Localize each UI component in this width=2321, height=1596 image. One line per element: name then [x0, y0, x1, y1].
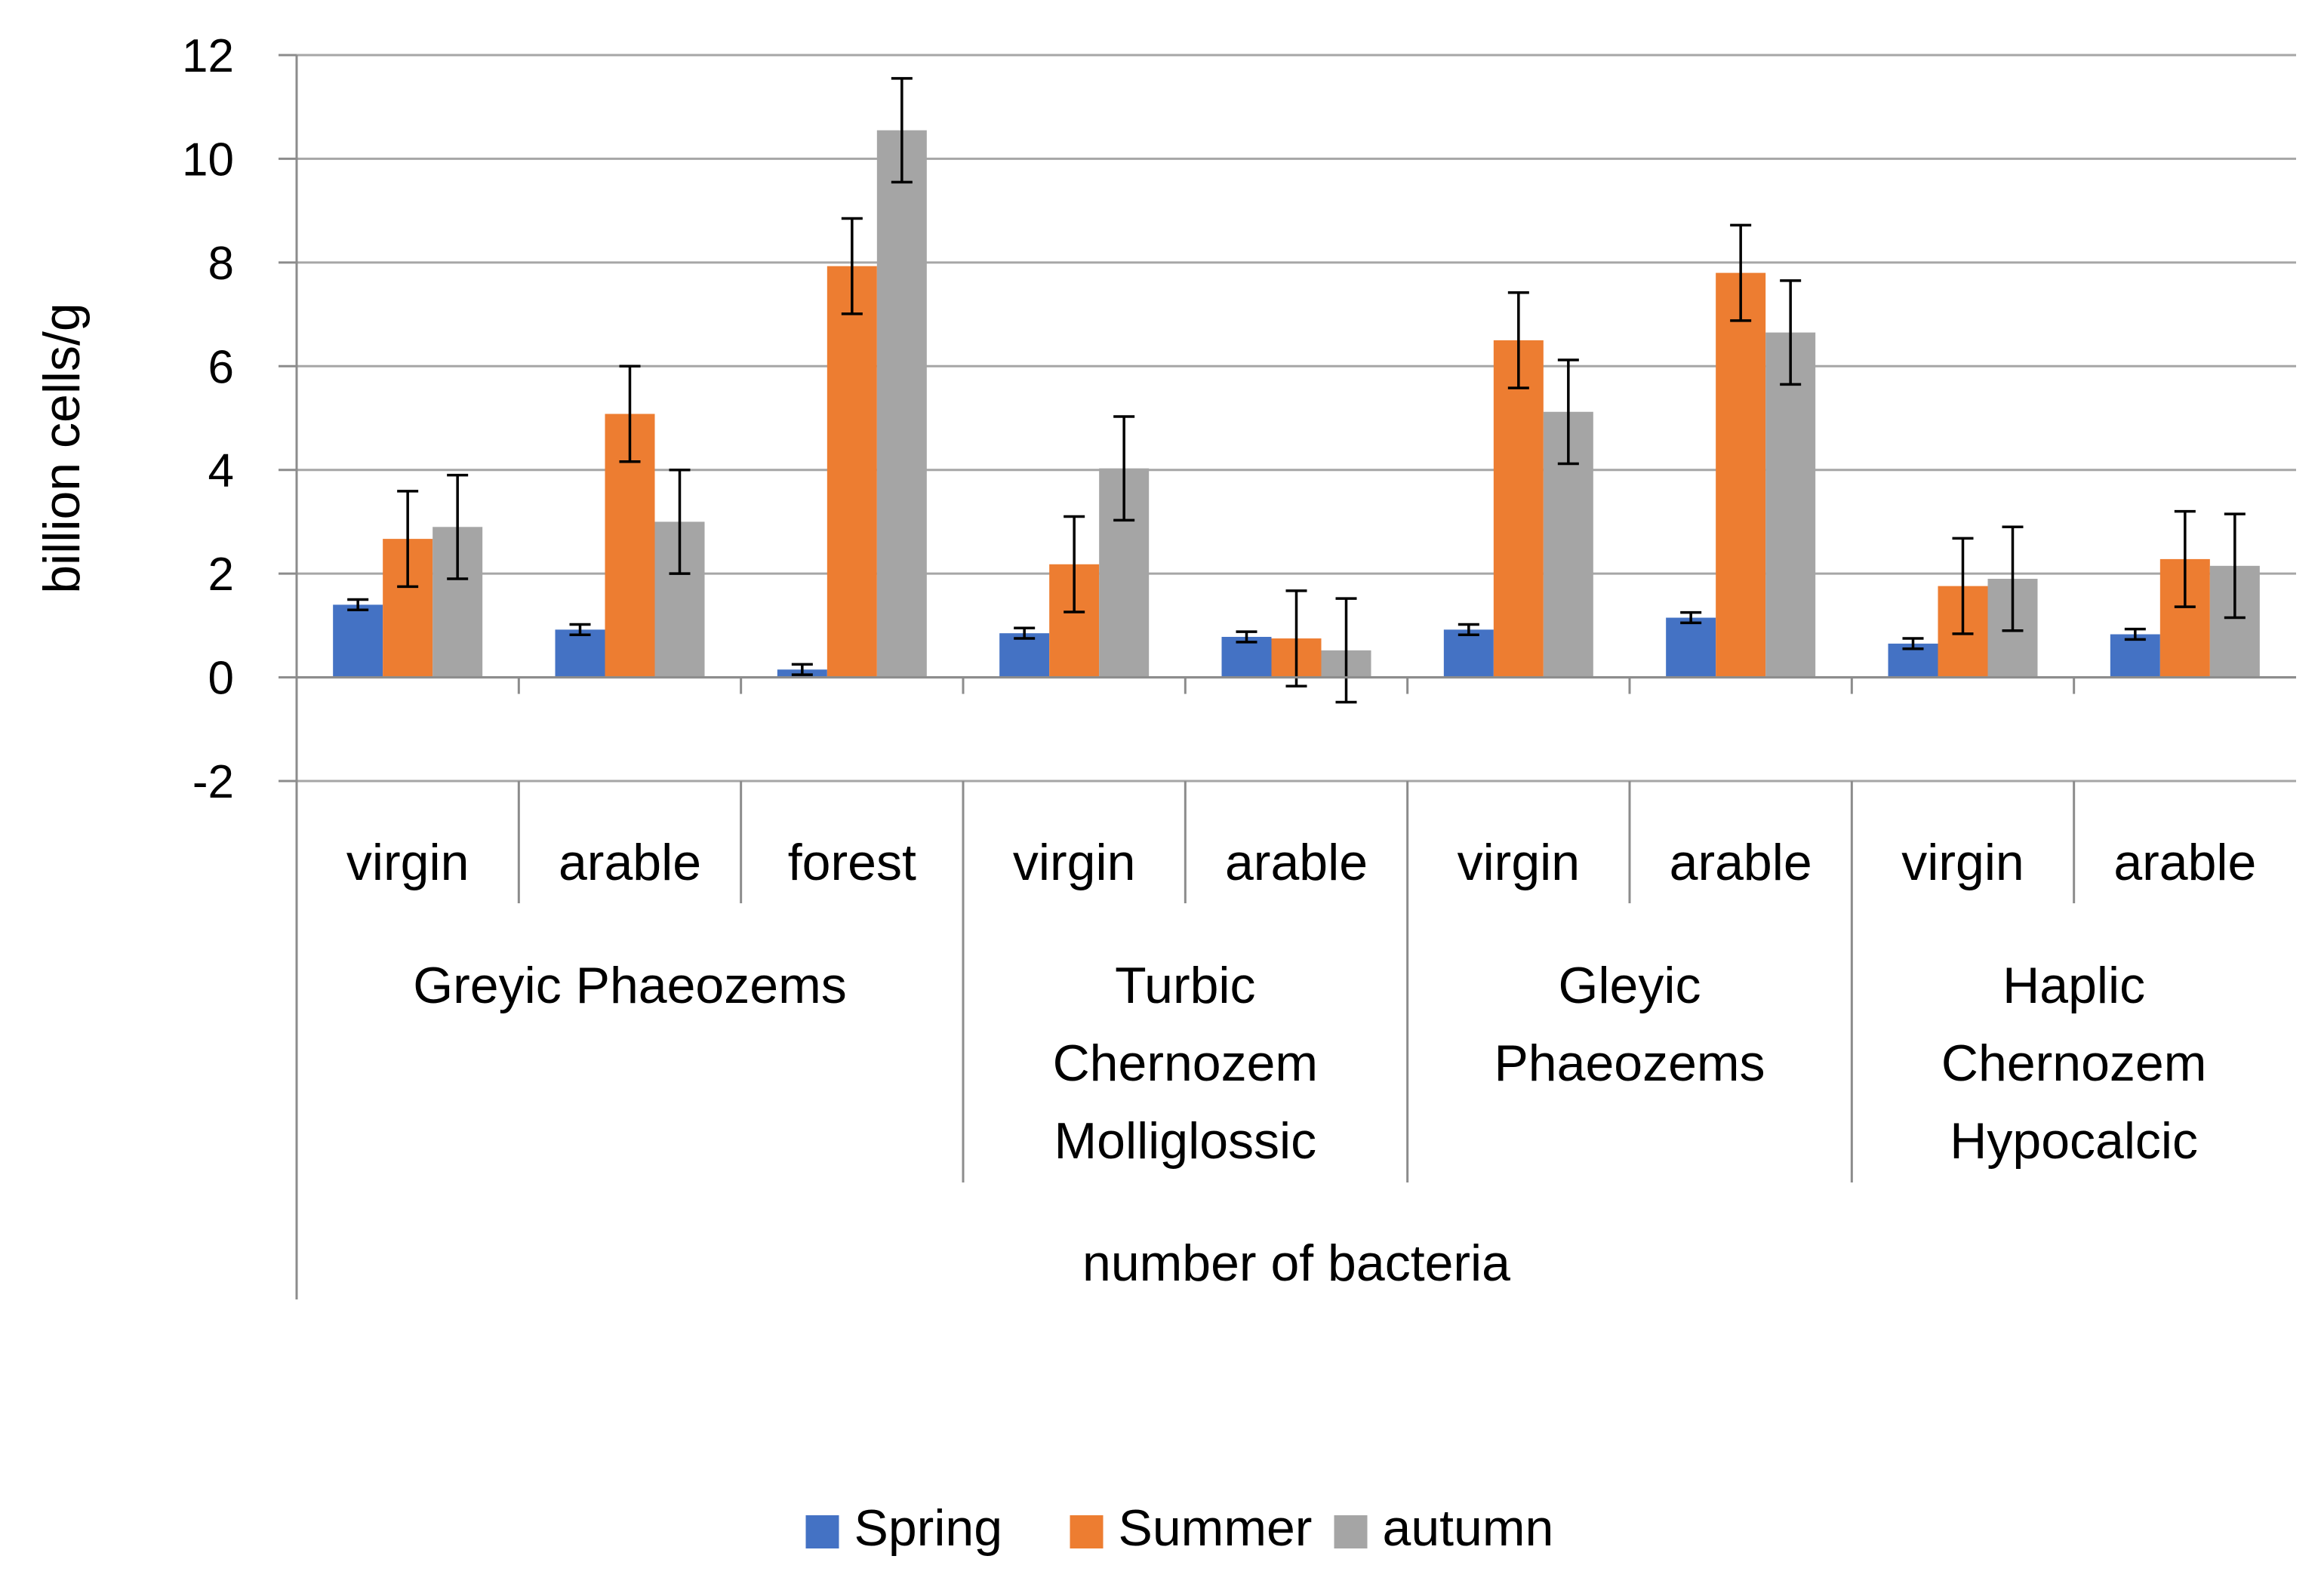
error-bar-autumn-0: [447, 473, 469, 580]
group-label-line: Gleyic: [1559, 957, 1701, 1014]
y-tick-label: 10: [182, 134, 234, 186]
error-bar-spring-4: [1236, 630, 1257, 644]
legend-swatch-spring: [805, 1515, 839, 1548]
bar-spring-8: [2110, 634, 2160, 678]
group-label-line: Haplic: [2002, 957, 2145, 1014]
category-label: virgin: [346, 834, 469, 891]
error-bar-autumn-1: [669, 468, 691, 575]
y-tick-label: 12: [182, 30, 234, 82]
error-bar-summer-0: [397, 490, 419, 589]
bar-spring-4: [1221, 636, 1272, 678]
y-tick-label: 8: [208, 238, 234, 290]
error-bar-summer-8: [2174, 509, 2196, 608]
category-label: virgin: [1458, 834, 1581, 891]
error-bar-spring-7: [1902, 637, 1924, 650]
error-bar-autumn-5: [1557, 358, 1579, 466]
error-bar-spring-8: [2124, 627, 2146, 641]
category-label: arable: [2113, 834, 2256, 891]
bar-autumn-2: [876, 130, 927, 678]
category-label: forest: [788, 834, 916, 891]
legend-label-summer: Summer: [1119, 1499, 1313, 1557]
y-tick-label: 4: [208, 445, 234, 497]
y-tick-label: 2: [208, 549, 234, 601]
error-bar-spring-2: [791, 663, 813, 676]
bar-summer-5: [1493, 340, 1544, 678]
bar-spring-1: [555, 629, 605, 678]
error-bar-summer-5: [1507, 291, 1529, 389]
bar-summer-2: [827, 266, 877, 678]
bars: [333, 130, 2260, 678]
error-bar-spring-1: [569, 623, 591, 636]
legend-swatch-summer: [1070, 1515, 1104, 1548]
axes: [279, 54, 2296, 1299]
y-axis-title: billion cells/g: [33, 303, 91, 594]
error-bar-autumn-2: [891, 77, 913, 184]
bar-spring-3: [999, 633, 1050, 678]
group-label-line: Hypocalcic: [1950, 1112, 2198, 1170]
legend-label-autumn: autumn: [1383, 1499, 1554, 1557]
category-label: arable: [559, 834, 701, 891]
bar-summer-6: [1716, 272, 1766, 678]
category-label: arable: [1670, 834, 1812, 891]
bar-spring-5: [1443, 629, 1494, 678]
axis-labels: -2 0 2 4 6 8 10 12 virgin arable forest virgin arabl…: [33, 30, 2256, 1292]
group-label-line: Phaeozems: [1494, 1035, 1765, 1092]
group-label-line: Chernozem: [1941, 1035, 2207, 1092]
group-label-line: Chernozem: [1053, 1035, 1319, 1092]
error-bar-spring-0: [347, 598, 369, 611]
group-label-line: Greyic Phaeozems: [413, 957, 846, 1014]
error-bar-spring-6: [1680, 610, 1702, 625]
error-bar-summer-1: [619, 364, 641, 463]
group-label-line: Turbic: [1115, 957, 1255, 1014]
legend: Spring Summer autumn: [805, 1499, 1554, 1557]
category-label: virgin: [1901, 834, 2024, 891]
x-axis-title: number of bacteria: [1082, 1235, 1510, 1292]
category-label: arable: [1225, 834, 1368, 891]
y-tick-label: -2: [192, 756, 234, 808]
error-bar-summer-6: [1730, 223, 1752, 322]
category-label: virgin: [1013, 834, 1136, 891]
error-bar-summer-3: [1064, 515, 1085, 613]
bar-spring-6: [1666, 617, 1716, 678]
error-bar-summer-4: [1285, 589, 1307, 688]
error-bar-autumn-6: [1780, 279, 1802, 386]
bar-spring-0: [333, 604, 383, 678]
legend-label-spring: Spring: [854, 1499, 1003, 1557]
error-bars: [347, 77, 2246, 704]
legend-swatch-autumn: [1334, 1515, 1368, 1548]
error-bar-summer-2: [841, 217, 863, 315]
error-bar-autumn-8: [2224, 512, 2246, 620]
error-bar-autumn-3: [1113, 415, 1135, 522]
error-bar-autumn-7: [2002, 525, 2024, 632]
bar-autumn-6: [1765, 332, 1816, 678]
error-bar-summer-7: [1952, 537, 1974, 635]
error-bar-spring-3: [1014, 626, 1036, 640]
y-tick-label: 0: [208, 653, 234, 705]
y-tick-label: 6: [208, 341, 234, 393]
group-label-line: Molliglossic: [1054, 1112, 1317, 1170]
error-bar-autumn-4: [1335, 597, 1357, 704]
error-bar-spring-5: [1458, 623, 1479, 636]
